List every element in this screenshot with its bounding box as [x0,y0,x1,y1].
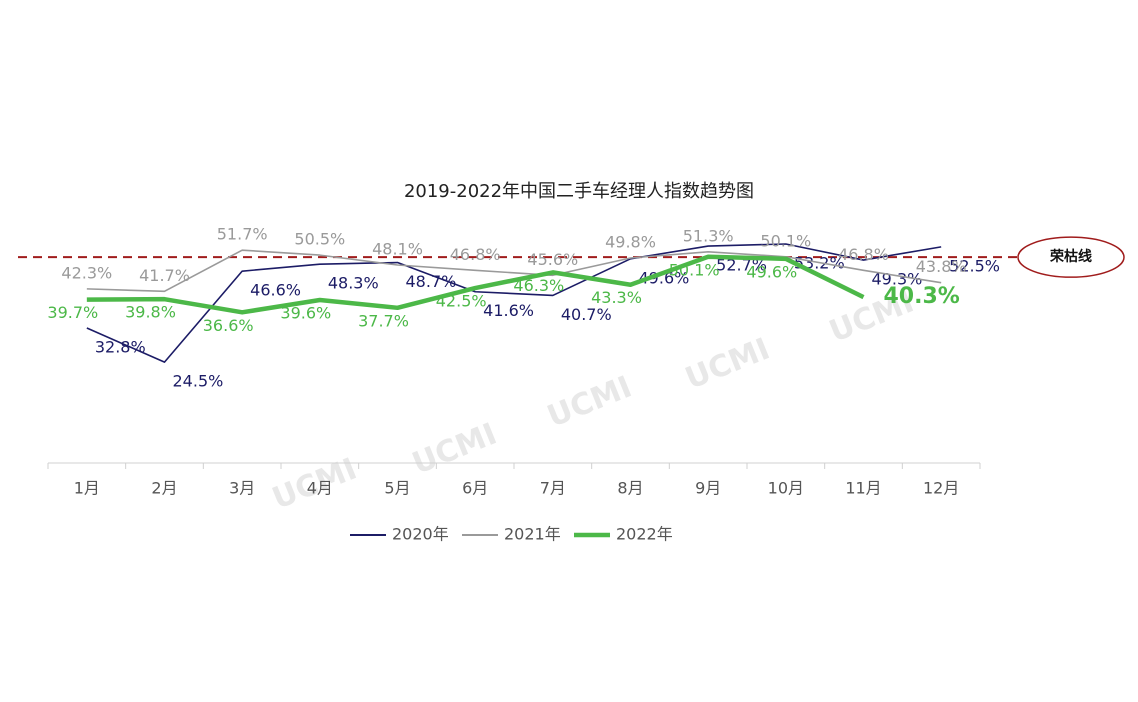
data-label: 50.1% [760,231,811,250]
data-label: 45.6% [527,250,578,269]
x-tick-label: 6月 [462,479,488,498]
watermark: UCMI [543,369,637,434]
data-label: 42.3% [61,263,112,282]
data-label: 50.5% [294,230,345,249]
data-label: 52.7% [716,256,767,275]
data-label: 46.6% [250,281,301,300]
data-label: 50.1% [669,260,720,279]
data-label: 39.7% [47,303,98,322]
x-tick-label: 12月 [923,479,959,498]
data-label: 42.5% [436,292,487,311]
data-label: 36.6% [203,316,254,335]
x-tick-label: 3月 [229,479,255,498]
data-label: 40.3% [884,284,960,309]
reference-label: 荣枯线 [1049,248,1092,265]
chart-title: 2019-2022年中国二手车经理人指数趋势图 [404,181,754,202]
data-label: 41.6% [483,301,534,320]
data-label: 52.5% [949,256,1000,275]
legend-label: 2020年 [392,525,449,544]
data-label: 48.1% [372,239,423,258]
data-label: 46.8% [450,245,501,264]
x-tick-label: 2月 [151,479,177,498]
data-label: 51.7% [217,225,268,244]
x-tick-label: 11月 [845,479,881,498]
x-tick-label: 8月 [617,479,643,498]
x-tick-label: 4月 [307,479,333,498]
data-label: 39.8% [125,303,176,322]
x-tick-label: 1月 [74,479,100,498]
legend-label: 2021年 [504,525,561,544]
reference-label-box [1017,236,1125,278]
data-label: 49.8% [605,232,656,251]
data-label: 43.3% [591,288,642,307]
data-label: 51.3% [683,226,734,245]
data-label: 40.7% [561,305,612,324]
watermark: UCMI [408,416,502,481]
data-label: 32.8% [95,337,146,356]
data-label: 46.3% [513,276,564,295]
legend-label: 2022年 [616,525,673,544]
series-line [86,249,942,293]
x-tick-label: 7月 [540,479,566,498]
data-label: 48.7% [406,272,457,291]
data-label: 48.3% [328,274,379,293]
watermark: UCMI [681,331,775,396]
data-label: 39.6% [280,303,331,322]
x-tick-label: 9月 [695,479,721,498]
x-tick-label: 5月 [384,479,410,498]
data-label: 49.6% [639,268,690,287]
data-label: 41.7% [139,266,190,285]
data-label: 43.8% [916,257,967,276]
data-label: 24.5% [173,372,224,391]
x-tick-label: 10月 [768,479,804,498]
data-label: 37.7% [358,311,409,330]
series-line [86,254,865,315]
data-label: 49.6% [746,262,797,281]
series-line [86,243,942,363]
data-label: 46.8% [838,245,889,264]
